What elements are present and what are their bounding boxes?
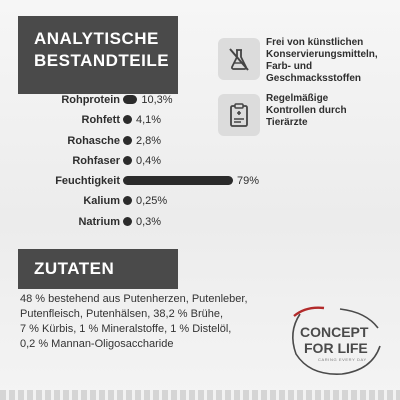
nutrient-row: Rohprotein 10,3% xyxy=(20,93,260,112)
nutrient-name: Rohasche xyxy=(67,134,120,147)
ingredient-line: Putenfleisch, Putenhälsen, 38,2 % Brühe, xyxy=(20,308,224,320)
nutrient-bar xyxy=(123,216,132,226)
nutrient-row: Kalium 0,25% xyxy=(20,194,260,213)
nutrient-name: Rohfaser xyxy=(72,154,120,167)
nutrient-name: Kalium xyxy=(83,195,120,208)
analytische-bestandteile-header: ANALYTISCHE BESTANDTEILE xyxy=(18,16,178,94)
zutaten-header: ZUTATEN xyxy=(18,249,178,289)
nutrient-value: 0,4% xyxy=(136,154,162,167)
nutrient-row: Rohfaser 0,4% xyxy=(20,154,260,173)
nutrient-name: Rohprotein xyxy=(61,94,120,106)
ingredients-text: 48 % bestehend aus Putenherzen, Putenleb… xyxy=(20,292,280,352)
vet-clipboard-icon xyxy=(218,94,260,136)
feature-text-vet-controls: Regelmäßige Kontrollen durch Tierärzte xyxy=(266,93,347,129)
ingredient-line: 48 % bestehend aus Putenherzen, Putenleb… xyxy=(20,293,248,305)
nutrient-name: Rohfett xyxy=(81,114,121,127)
nutrient-value: 79% xyxy=(237,175,260,188)
header-line-2: BESTANDTEILE xyxy=(34,51,170,70)
nutrient-list: Rohprotein 10,3% Rohfett 4,1% Rohasche 2,8% Ro… xyxy=(20,93,260,235)
nutrient-bar xyxy=(123,196,132,206)
nutrient-bar xyxy=(123,155,132,165)
nutrient-bar xyxy=(123,135,132,145)
feature-text-no-preservatives: Frei von künstlichen Konservierungsmittel… xyxy=(266,37,378,85)
nutrient-value: 2,8% xyxy=(136,134,162,147)
nutrient-bar xyxy=(123,115,132,125)
crossed-flask-icon xyxy=(218,38,260,80)
nutrient-name: Feuchtigkeit xyxy=(55,175,120,188)
nutrient-row: Natrium 0,3% xyxy=(20,215,260,234)
feature-text-line: Tierärzte xyxy=(266,117,308,128)
nutrient-bar xyxy=(123,176,233,186)
nutrient-value: 0,3% xyxy=(136,215,162,228)
nutrient-row: Feuchtigkeit 79% xyxy=(20,174,260,193)
nutrient-bar xyxy=(123,95,138,104)
header-line-1: ANALYTISCHE xyxy=(34,29,159,48)
ingredient-line: 0,2 % Mannan-Oligosaccharide xyxy=(20,338,174,350)
brand-tagline: CARING EVERY DAY xyxy=(318,357,367,362)
feature-text-line: Konservierungsmitteln, xyxy=(266,49,378,60)
nutrient-value: 0,25% xyxy=(136,195,168,208)
nutrient-row: Rohasche 2,8% xyxy=(20,134,260,153)
nutrient-value: 10,3% xyxy=(141,94,173,106)
brand-line-2: FOR LIFE xyxy=(304,340,368,356)
brand-line-1: CONCEPT xyxy=(300,324,369,340)
concept-for-life-logo: CONCEPT FOR LIFE CARING EVERY DAY xyxy=(280,302,386,378)
nutrient-name: Natrium xyxy=(78,215,120,228)
feature-text-line: Kontrollen durch xyxy=(266,105,347,116)
nutrient-value: 4,1% xyxy=(136,114,162,127)
feature-text-line: Frei von künstlichen xyxy=(266,37,364,48)
footer-decor-strip xyxy=(0,390,400,400)
ingredient-line: 7 % Kürbis, 1 % Mineralstoffe, 1 % Diste… xyxy=(20,323,232,335)
feature-text-line: Regelmäßige xyxy=(266,93,329,104)
feature-text-line: Geschmacksstoffen xyxy=(266,73,362,84)
feature-text-line: Farb- und xyxy=(266,61,313,72)
nutrient-row: Rohfett 4,1% xyxy=(20,113,260,132)
